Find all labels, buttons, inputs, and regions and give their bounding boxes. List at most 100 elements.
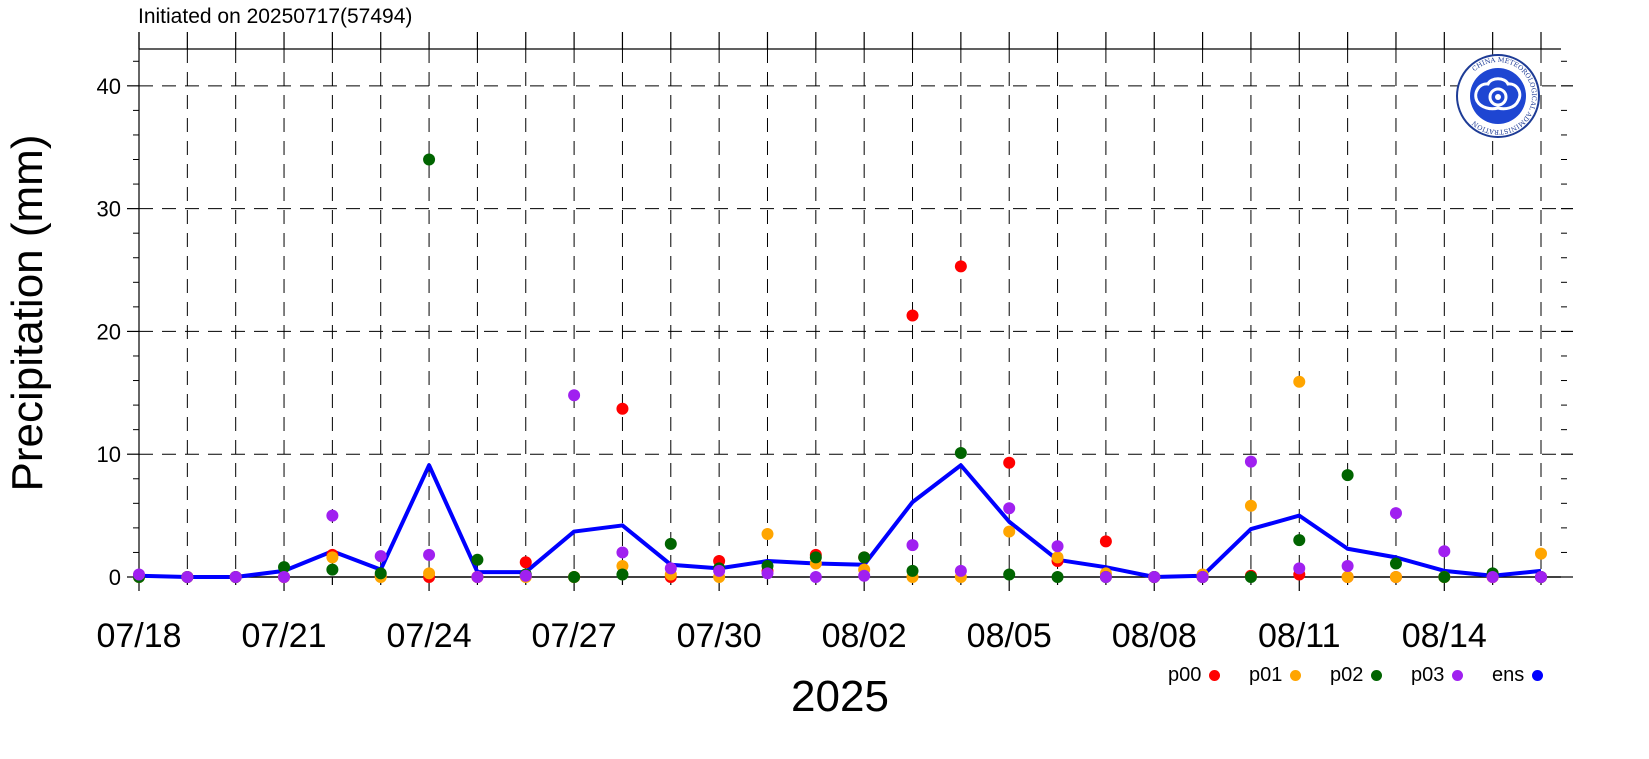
y-tick-label: 10 (97, 442, 121, 467)
data-point-p01 (761, 528, 774, 541)
legend-item-p00: p00 (1168, 664, 1249, 687)
data-point-p03 (1535, 571, 1547, 583)
x-tick-label: 08/14 (1402, 617, 1487, 655)
x-tick-label: 07/21 (241, 617, 326, 655)
y-axis-label: Precipitation (mm) (3, 134, 52, 492)
data-point-p01 (423, 567, 436, 580)
data-point-p02 (1389, 557, 1402, 570)
data-point-p02 (616, 568, 629, 581)
data-point-p01 (1389, 571, 1402, 583)
y-tick-label: 30 (97, 197, 121, 222)
data-point-p03 (568, 389, 581, 402)
data-point-p02 (278, 561, 291, 574)
data-point-p03 (1196, 571, 1209, 583)
x-tick-label: 08/05 (967, 617, 1052, 655)
legend-swatch (1371, 670, 1383, 681)
data-point-p03 (1051, 540, 1064, 553)
legend-label: p03 (1411, 664, 1445, 686)
data-point-p01 (1003, 525, 1016, 538)
legend-swatch (1452, 670, 1464, 681)
legend-swatch (1532, 670, 1544, 681)
ens-series (138, 463, 1542, 579)
y-tick-label: 0 (109, 565, 121, 590)
data-point-p02 (568, 571, 581, 583)
data-point-p03 (229, 571, 242, 583)
data-point-p00 (616, 402, 629, 415)
x-tick-label: 07/27 (532, 617, 617, 655)
data-point-p03 (664, 562, 677, 575)
legend-item-p03: p03 (1411, 664, 1492, 687)
point-series (133, 153, 1547, 583)
data-point-p02 (664, 537, 677, 550)
data-point-p01 (1051, 551, 1064, 564)
data-point-p02 (1051, 571, 1064, 583)
axes: 0 10 20 30 40 07/18 07/21 07/24 07/27 07/30 08/02 0… (96, 32, 1573, 655)
data-point-p03 (519, 569, 532, 582)
x-tick-label: 07/30 (677, 617, 762, 655)
x-tick-label: 07/18 (96, 617, 181, 655)
data-point-p03 (471, 571, 484, 583)
data-point-p03 (761, 567, 774, 580)
legend-label: p01 (1249, 664, 1283, 686)
data-point-p02 (1438, 571, 1451, 583)
cma-logo-icon: CHINA METEOROLOGICAL ADMINISTRATION (1456, 54, 1540, 138)
x-tick-label: 08/08 (1112, 617, 1197, 655)
x-tick-label: 08/02 (822, 617, 907, 655)
data-point-p02 (374, 567, 387, 580)
data-point-p03 (1099, 571, 1112, 583)
data-point-p02 (1293, 534, 1306, 547)
data-point-p01 (1293, 375, 1306, 388)
data-point-p03 (1486, 571, 1499, 583)
data-point-p01 (1535, 547, 1547, 560)
data-point-p03 (374, 550, 387, 563)
x-tick-label: 08/11 (1258, 617, 1341, 655)
data-point-p03 (1148, 571, 1161, 583)
data-point-p03 (1244, 455, 1257, 468)
legend-label: ens (1492, 664, 1525, 686)
data-point-p03 (954, 564, 967, 577)
data-point-p01 (1244, 499, 1257, 512)
data-point-p02 (954, 446, 967, 459)
legend-item-p01: p01 (1249, 664, 1330, 687)
data-point-p03 (1389, 507, 1402, 520)
data-point-p03 (1293, 562, 1306, 575)
data-point-p02 (471, 553, 484, 566)
data-point-p03 (1341, 559, 1354, 572)
data-point-p03 (858, 569, 871, 582)
data-point-p03 (278, 571, 291, 583)
data-point-p03 (1438, 545, 1451, 558)
data-point-p00 (1003, 456, 1016, 469)
data-point-p03 (809, 571, 822, 583)
series-line-ens (138, 463, 1542, 579)
data-point-p03 (616, 546, 629, 559)
legend-item-p02: p02 (1330, 664, 1411, 687)
data-point-p03 (906, 539, 919, 552)
data-point-p03 (133, 568, 145, 581)
data-point-p00 (1099, 535, 1112, 548)
data-point-p00 (519, 556, 532, 569)
data-point-p02 (809, 551, 822, 564)
data-point-p03 (181, 571, 194, 583)
legend-swatch (1209, 670, 1221, 681)
data-point-p01 (326, 551, 339, 564)
grid (139, 49, 1561, 577)
legend-swatch (1290, 670, 1302, 681)
data-point-p01 (616, 559, 629, 572)
chart-subtitle: Initiated on 20250717(57494) (138, 5, 413, 28)
data-point-p02 (1003, 568, 1016, 581)
y-tick-label: 20 (97, 319, 121, 344)
data-point-p02 (858, 551, 871, 564)
data-point-p03 (713, 564, 726, 577)
data-point-p03 (1003, 502, 1016, 515)
data-point-p02 (1244, 571, 1257, 583)
legend-label: p02 (1330, 664, 1364, 686)
x-axis-label: 2025 (791, 672, 889, 721)
legend: p00 p01 p02 p03 ens (1168, 664, 1573, 687)
legend-label: p00 (1168, 664, 1202, 686)
legend-item-ens: ens (1492, 664, 1573, 687)
data-point-p00 (954, 260, 967, 273)
data-point-p03 (423, 548, 436, 561)
x-tick-label: 07/24 (387, 617, 472, 655)
data-point-p03 (326, 509, 339, 522)
